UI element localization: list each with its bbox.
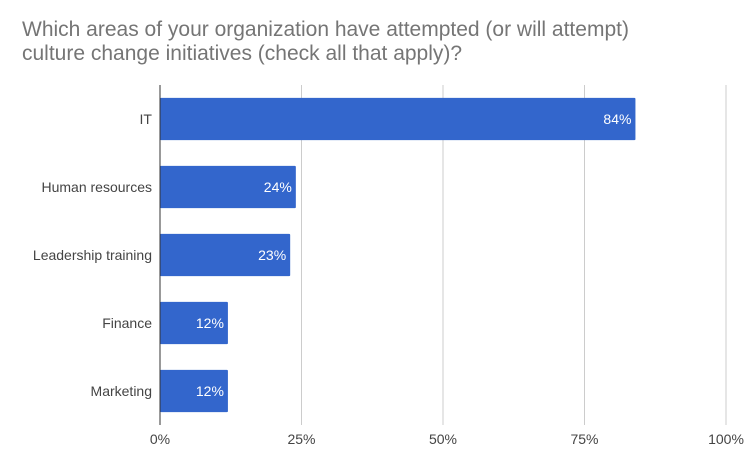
category-label: Leadership training bbox=[33, 247, 152, 263]
bar bbox=[160, 233, 291, 277]
x-tick-label: 100% bbox=[708, 431, 744, 447]
category-label: IT bbox=[140, 111, 153, 127]
data-label: 23% bbox=[258, 247, 286, 263]
chart-title: Which areas of your organization have at… bbox=[22, 18, 737, 66]
x-tick-label: 75% bbox=[570, 431, 598, 447]
gridlines bbox=[301, 85, 727, 425]
data-label: 24% bbox=[264, 179, 292, 195]
bar bbox=[160, 369, 228, 413]
category-label: Finance bbox=[102, 315, 152, 331]
bars bbox=[160, 97, 636, 413]
chart-title-line-1: Which areas of your organization have at… bbox=[22, 18, 629, 41]
bar bbox=[160, 301, 228, 345]
labels: 0% 25% 50% 75% 100% IT 84% Human resources 24% Le… bbox=[33, 111, 744, 447]
bar bbox=[160, 97, 636, 141]
bar bbox=[160, 165, 296, 209]
data-label: 12% bbox=[196, 383, 224, 399]
x-tick-label: 0% bbox=[150, 431, 170, 447]
x-tick-label: 25% bbox=[287, 431, 315, 447]
chart-title-line-2: culture change initiatives (check all th… bbox=[22, 42, 463, 65]
category-label: Marketing bbox=[91, 383, 152, 399]
category-label: Human resources bbox=[42, 179, 153, 195]
data-label: 84% bbox=[603, 111, 631, 127]
data-label: 12% bbox=[196, 315, 224, 331]
x-tick-label: 50% bbox=[429, 431, 457, 447]
